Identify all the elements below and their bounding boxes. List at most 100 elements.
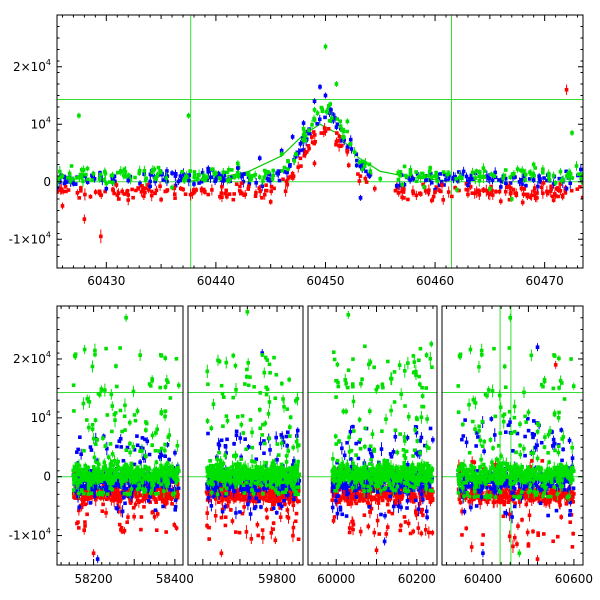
data-point bbox=[531, 162, 536, 167]
data-point bbox=[143, 178, 148, 182]
data-point bbox=[255, 481, 260, 486]
data-point bbox=[260, 196, 264, 200]
data-point bbox=[100, 469, 105, 474]
data-point bbox=[73, 496, 78, 500]
data-point bbox=[103, 388, 107, 392]
data-point bbox=[323, 44, 328, 49]
data-point bbox=[298, 142, 303, 146]
data-point bbox=[531, 171, 535, 176]
data-point bbox=[116, 191, 121, 195]
data-point bbox=[153, 448, 158, 453]
data-point bbox=[271, 488, 275, 493]
data-point bbox=[143, 190, 147, 195]
data-point bbox=[285, 508, 290, 512]
data-point bbox=[285, 182, 289, 187]
data-point bbox=[228, 484, 233, 489]
data-point bbox=[154, 500, 158, 504]
data-point bbox=[175, 443, 180, 448]
data-point bbox=[164, 176, 169, 180]
data-point bbox=[224, 188, 228, 193]
data-point bbox=[254, 457, 259, 462]
data-point bbox=[126, 178, 131, 183]
data-point bbox=[119, 528, 123, 532]
data-point bbox=[110, 452, 115, 456]
data-point bbox=[378, 177, 383, 181]
data-point bbox=[257, 499, 261, 504]
data-point bbox=[142, 505, 146, 509]
data-point bbox=[114, 474, 119, 478]
data-point bbox=[277, 488, 282, 492]
data-point bbox=[464, 174, 469, 179]
data-point bbox=[257, 488, 261, 493]
data-point bbox=[490, 193, 495, 197]
data-point bbox=[409, 174, 414, 179]
data-point bbox=[145, 439, 150, 444]
data-point bbox=[118, 169, 123, 173]
data-point bbox=[224, 478, 228, 482]
data-point bbox=[156, 471, 161, 476]
data-point bbox=[301, 127, 306, 131]
data-point bbox=[283, 169, 287, 174]
data-point bbox=[231, 197, 236, 202]
data-point bbox=[532, 173, 536, 178]
data-point bbox=[263, 421, 268, 426]
data-point bbox=[294, 492, 298, 496]
data-point bbox=[153, 508, 158, 513]
data-point bbox=[163, 409, 168, 413]
data-point bbox=[105, 446, 109, 451]
data-point bbox=[151, 480, 155, 484]
data-point bbox=[71, 477, 76, 482]
data-point bbox=[262, 168, 267, 173]
data-point bbox=[206, 496, 211, 500]
data-point bbox=[211, 467, 215, 471]
data-point bbox=[335, 122, 340, 127]
data-point bbox=[109, 498, 114, 502]
data-point bbox=[144, 420, 148, 424]
data-point bbox=[60, 204, 65, 208]
data-point bbox=[229, 175, 234, 180]
data-point bbox=[165, 467, 170, 471]
data-point bbox=[137, 477, 141, 482]
data-point bbox=[266, 170, 271, 175]
data-point bbox=[296, 151, 301, 155]
data-point bbox=[312, 133, 317, 137]
data-point bbox=[86, 177, 90, 182]
data-point bbox=[515, 167, 520, 171]
data-point bbox=[148, 184, 152, 189]
data-point bbox=[356, 172, 360, 176]
data-point bbox=[241, 431, 246, 435]
data-point bbox=[227, 495, 232, 499]
data-point bbox=[187, 178, 191, 183]
data-point bbox=[134, 483, 139, 488]
data-point bbox=[268, 370, 272, 375]
data-point bbox=[231, 395, 236, 400]
data-point bbox=[312, 108, 317, 112]
data-point bbox=[124, 477, 128, 482]
data-point bbox=[238, 510, 242, 514]
data-point bbox=[475, 188, 480, 193]
data-point bbox=[219, 481, 223, 485]
data-point bbox=[466, 180, 471, 184]
data-point bbox=[94, 474, 99, 479]
data-point bbox=[269, 493, 274, 498]
data-point bbox=[170, 185, 174, 190]
data-point bbox=[154, 177, 158, 181]
data-point bbox=[327, 118, 332, 123]
data-point bbox=[207, 488, 211, 492]
data-point bbox=[120, 189, 125, 194]
data-point bbox=[171, 495, 176, 500]
data-point bbox=[205, 524, 209, 528]
data-point bbox=[262, 486, 267, 491]
data-point bbox=[281, 177, 285, 182]
data-point bbox=[234, 387, 238, 392]
data-point bbox=[238, 473, 242, 478]
data-point bbox=[477, 174, 481, 179]
data-point bbox=[269, 478, 274, 483]
data-point bbox=[161, 484, 165, 488]
data-point bbox=[269, 499, 274, 504]
data-point bbox=[248, 174, 252, 178]
data-point bbox=[319, 105, 324, 110]
data-point bbox=[278, 515, 283, 519]
data-point bbox=[131, 389, 136, 394]
data-point bbox=[292, 159, 297, 163]
